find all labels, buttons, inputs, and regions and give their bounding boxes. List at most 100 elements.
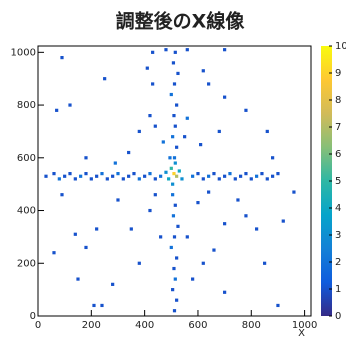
- cell: [186, 48, 189, 51]
- color-bar-label: 8: [335, 95, 341, 106]
- cell: [148, 114, 151, 117]
- y-tick-label: 1000: [11, 47, 36, 58]
- cell: [122, 177, 125, 180]
- cell: [127, 151, 130, 154]
- cell: [202, 262, 205, 265]
- cell: [146, 67, 149, 70]
- x-tick-label: 600: [188, 320, 207, 331]
- cell: [138, 177, 141, 180]
- cell: [84, 172, 87, 175]
- cell: [202, 177, 205, 180]
- cell: [173, 82, 176, 85]
- cell: [151, 51, 154, 54]
- cell: [175, 146, 178, 149]
- cell: [178, 169, 181, 172]
- cell: [218, 130, 221, 133]
- cell: [111, 175, 114, 178]
- color-bar-label: 5: [335, 176, 341, 187]
- cell: [170, 93, 173, 96]
- cell: [174, 51, 177, 54]
- cell: [196, 201, 199, 204]
- cell: [172, 114, 175, 117]
- cell: [100, 172, 103, 175]
- cell: [207, 190, 210, 193]
- y-tick-label: 400: [17, 206, 36, 217]
- cell: [95, 175, 98, 178]
- cell: [92, 304, 95, 307]
- cell: [100, 304, 103, 307]
- color-bar-label: 6: [335, 149, 341, 160]
- cell: [218, 177, 221, 180]
- cell: [60, 56, 63, 59]
- cell: [111, 283, 114, 286]
- cell: [173, 235, 176, 238]
- cell: [164, 171, 167, 174]
- cell: [239, 175, 242, 178]
- cell: [276, 172, 279, 175]
- cell: [168, 156, 171, 159]
- cell: [132, 172, 135, 175]
- cell: [174, 204, 177, 207]
- cell: [130, 227, 133, 230]
- x-tick-label: 800: [242, 320, 261, 331]
- cell: [266, 130, 269, 133]
- cell: [212, 172, 215, 175]
- cell: [199, 143, 202, 146]
- cell: [223, 175, 226, 178]
- color-bar-label: 4: [335, 203, 341, 214]
- cell: [170, 246, 173, 249]
- cell: [138, 130, 141, 133]
- cell: [202, 69, 205, 72]
- cell: [143, 175, 146, 178]
- y-tick-label: 600: [17, 153, 36, 164]
- cell: [183, 135, 186, 138]
- cell: [180, 177, 183, 180]
- cell: [52, 172, 55, 175]
- cell: [223, 291, 226, 294]
- cell: [173, 156, 176, 159]
- x-tick-label: 200: [82, 320, 101, 331]
- cell: [171, 183, 174, 186]
- cell: [170, 167, 173, 170]
- cell: [106, 177, 109, 180]
- cell: [116, 198, 119, 201]
- cell: [191, 175, 194, 178]
- chart-title: 調整後のX線像: [116, 10, 246, 33]
- cell: [114, 161, 117, 164]
- color-bar-label: 1: [335, 284, 341, 295]
- cell: [68, 172, 71, 175]
- cell: [171, 193, 174, 196]
- cell: [223, 96, 226, 99]
- cell: [174, 161, 177, 164]
- cell: [95, 227, 98, 230]
- cell: [151, 82, 154, 85]
- cell: [103, 77, 106, 80]
- cell: [228, 172, 231, 175]
- cell: [84, 246, 87, 249]
- cell: [255, 175, 258, 178]
- cell: [167, 177, 170, 180]
- chart: 調整後のX線像 X 020040060080010000200400600800…: [0, 0, 346, 342]
- cell: [263, 262, 266, 265]
- color-bar-label: 9: [335, 68, 341, 79]
- cell: [138, 262, 141, 265]
- cell: [74, 233, 77, 236]
- cell: [223, 222, 226, 225]
- cell: [175, 103, 178, 106]
- cell: [175, 299, 178, 302]
- cell: [255, 227, 258, 230]
- cell: [191, 277, 194, 280]
- cell: [172, 214, 175, 217]
- cell: [159, 235, 162, 238]
- cell: [207, 175, 210, 178]
- cell: [127, 175, 130, 178]
- cell: [159, 175, 162, 178]
- cell: [271, 175, 274, 178]
- cell: [74, 177, 77, 180]
- cell: [148, 172, 151, 175]
- cell: [60, 193, 63, 196]
- cell: [292, 190, 295, 193]
- cell: [174, 125, 177, 128]
- cell: [244, 109, 247, 112]
- cell: [76, 277, 79, 280]
